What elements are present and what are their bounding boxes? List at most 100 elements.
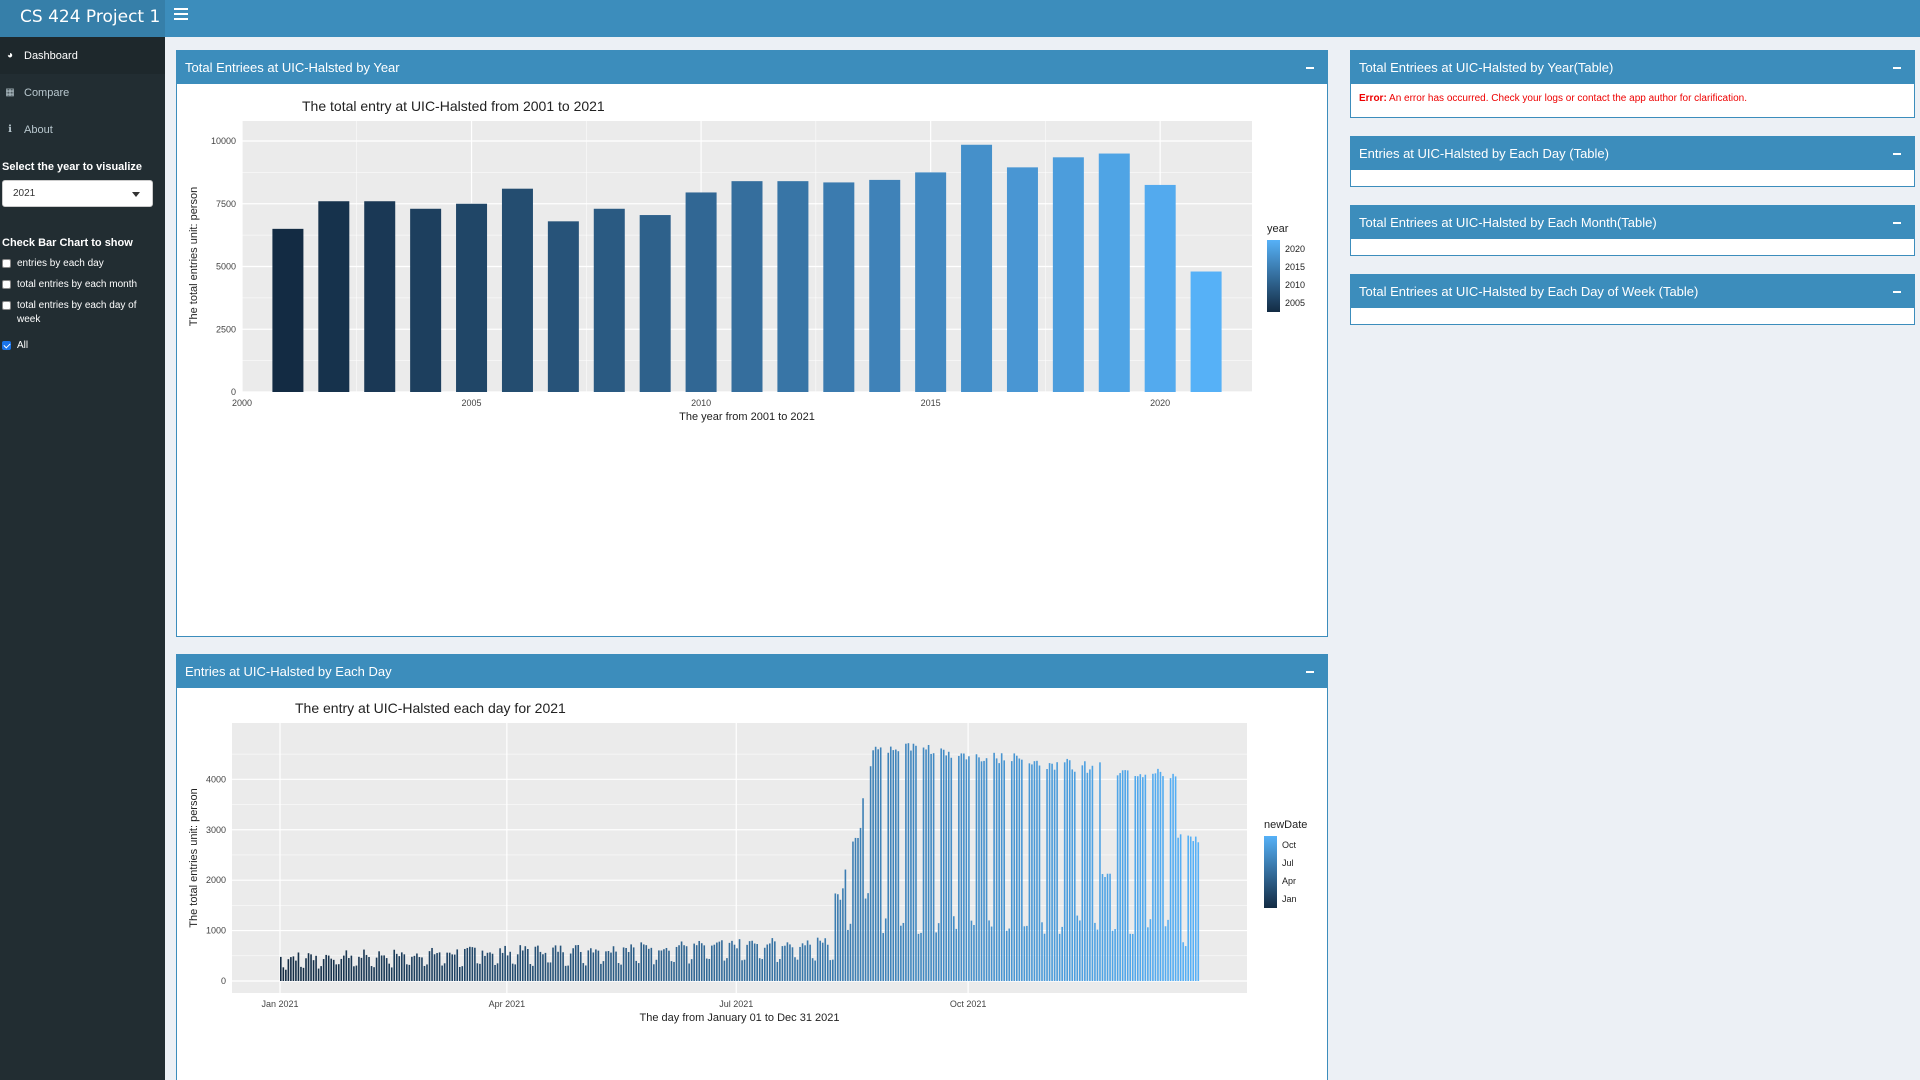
bar <box>887 752 890 981</box>
sidebar-toggle-icon[interactable] <box>174 8 188 20</box>
bar <box>290 957 292 981</box>
sidebar-item-dashboard[interactable]: ◕ Dashboard <box>0 37 165 74</box>
bar <box>1174 776 1177 981</box>
bar <box>436 953 438 981</box>
bar <box>1043 933 1046 981</box>
bar <box>433 954 436 981</box>
bar <box>438 952 441 981</box>
bar <box>771 938 774 981</box>
bar <box>985 758 988 981</box>
bar <box>945 755 948 981</box>
bar <box>768 943 771 981</box>
bar <box>479 963 481 981</box>
bar <box>549 962 552 981</box>
checkbox-label: All <box>17 340 29 351</box>
checkbox-label: total entries by each month <box>17 279 138 290</box>
bar <box>705 958 708 981</box>
bar <box>514 964 517 981</box>
checkbox-label: total entries by each day of week <box>17 299 137 327</box>
panel-title: Entries at UIC-Halsted by Each Day (Tabl… <box>1359 146 1609 161</box>
checkbox-entries-by-day-of-week[interactable]: total entries by each day of week <box>2 299 137 327</box>
checkbox-entries-by-month[interactable]: total entries by each month <box>2 278 137 292</box>
bar <box>1114 929 1116 981</box>
bar <box>307 953 310 981</box>
bar <box>640 942 643 981</box>
bar <box>428 951 431 981</box>
bar <box>910 750 912 981</box>
bar <box>1079 920 1081 981</box>
legend-colorbar <box>1267 240 1280 312</box>
bar <box>1154 773 1157 981</box>
bar <box>990 926 993 981</box>
bar <box>670 961 673 981</box>
bar <box>995 758 998 981</box>
chevron-down-icon <box>132 192 140 197</box>
checkbox[interactable] <box>2 301 11 310</box>
x-tick-label: Apr 2021 <box>489 999 526 1009</box>
bar <box>322 959 325 981</box>
bar <box>1036 760 1038 981</box>
panel-title: Entries at UIC-Halsted by Each Day <box>185 664 392 679</box>
bar <box>864 898 867 981</box>
bar <box>501 188 533 392</box>
bar <box>978 757 980 981</box>
bar <box>1179 834 1182 981</box>
bar <box>537 945 539 981</box>
checkbox[interactable] <box>2 259 11 268</box>
legend-label: 2010 <box>1285 280 1305 290</box>
panel-month-table: Total Entriees at UIC-Halsted by Each Mo… <box>1350 205 1915 256</box>
sidebar-item-about[interactable]: ℹ About <box>0 111 165 148</box>
bar <box>380 955 383 981</box>
collapse-icon[interactable] <box>1303 655 1317 688</box>
bar <box>637 963 640 981</box>
bar <box>685 946 688 981</box>
bar <box>370 966 373 981</box>
legend-label: 2005 <box>1285 298 1305 308</box>
bar <box>295 960 297 981</box>
collapse-icon[interactable] <box>1303 51 1317 84</box>
bar <box>446 952 448 981</box>
bar <box>456 203 488 392</box>
checkbox-entries-by-day[interactable]: entries by each day <box>2 257 104 271</box>
bar <box>882 933 885 981</box>
bar <box>552 947 554 981</box>
bar <box>1134 776 1137 981</box>
bar <box>443 963 446 981</box>
bar <box>297 952 300 981</box>
collapse-icon[interactable] <box>1890 137 1904 170</box>
panel-header: Entries at UIC-Halsted by Each Day <box>177 655 1327 688</box>
bar <box>330 958 333 981</box>
chart-title: The entry at UIC-Halsted each day for 20… <box>295 700 566 716</box>
bar <box>1152 773 1154 981</box>
bar <box>1121 770 1124 981</box>
bar <box>1086 772 1089 981</box>
bar <box>630 944 632 981</box>
x-axis-label: The year from 2001 to 2021 <box>679 411 815 423</box>
bar <box>794 957 796 981</box>
collapse-icon[interactable] <box>1890 51 1904 84</box>
sidebar: ◕ Dashboard ▦ Compare ℹ About Select the… <box>0 37 165 1080</box>
bar <box>927 744 930 981</box>
checkbox-checked[interactable] <box>2 341 11 350</box>
sidebar-item-label: About <box>24 123 53 136</box>
checkbox[interactable] <box>2 280 11 289</box>
bar <box>829 960 832 981</box>
bar <box>680 941 683 981</box>
checkbox-all[interactable]: All <box>2 339 28 353</box>
bar <box>310 954 312 981</box>
collapse-icon[interactable] <box>1890 206 1904 239</box>
bar <box>869 179 901 392</box>
bar <box>823 182 855 392</box>
sidebar-item-compare[interactable]: ▦ Compare <box>0 74 165 111</box>
bar <box>801 943 804 981</box>
bar <box>988 920 990 981</box>
bar <box>615 951 617 981</box>
bar <box>1033 761 1036 981</box>
collapse-icon[interactable] <box>1890 275 1904 308</box>
bar <box>340 958 343 981</box>
bar <box>1003 760 1005 981</box>
bar <box>879 747 882 981</box>
year-select[interactable]: 2021 <box>2 180 153 207</box>
bar <box>930 753 932 981</box>
